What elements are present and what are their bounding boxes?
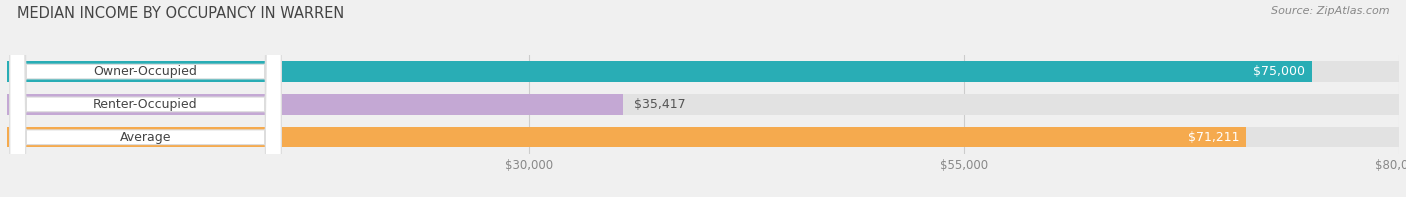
Text: Average: Average: [120, 131, 172, 144]
Text: $75,000: $75,000: [1253, 65, 1305, 78]
Text: $71,211: $71,211: [1188, 131, 1239, 144]
Bar: [7, 127, 1246, 147]
FancyBboxPatch shape: [10, 0, 281, 197]
Bar: [7, 94, 623, 115]
Bar: [7, 94, 1399, 115]
Text: MEDIAN INCOME BY OCCUPANCY IN WARREN: MEDIAN INCOME BY OCCUPANCY IN WARREN: [17, 6, 344, 21]
Bar: [7, 61, 1399, 82]
FancyBboxPatch shape: [10, 0, 281, 197]
Bar: [7, 127, 1399, 147]
Text: Source: ZipAtlas.com: Source: ZipAtlas.com: [1271, 6, 1389, 16]
Bar: [7, 61, 1312, 82]
Text: $35,417: $35,417: [634, 98, 686, 111]
Text: Owner-Occupied: Owner-Occupied: [94, 65, 197, 78]
Text: Renter-Occupied: Renter-Occupied: [93, 98, 198, 111]
FancyBboxPatch shape: [10, 0, 281, 197]
